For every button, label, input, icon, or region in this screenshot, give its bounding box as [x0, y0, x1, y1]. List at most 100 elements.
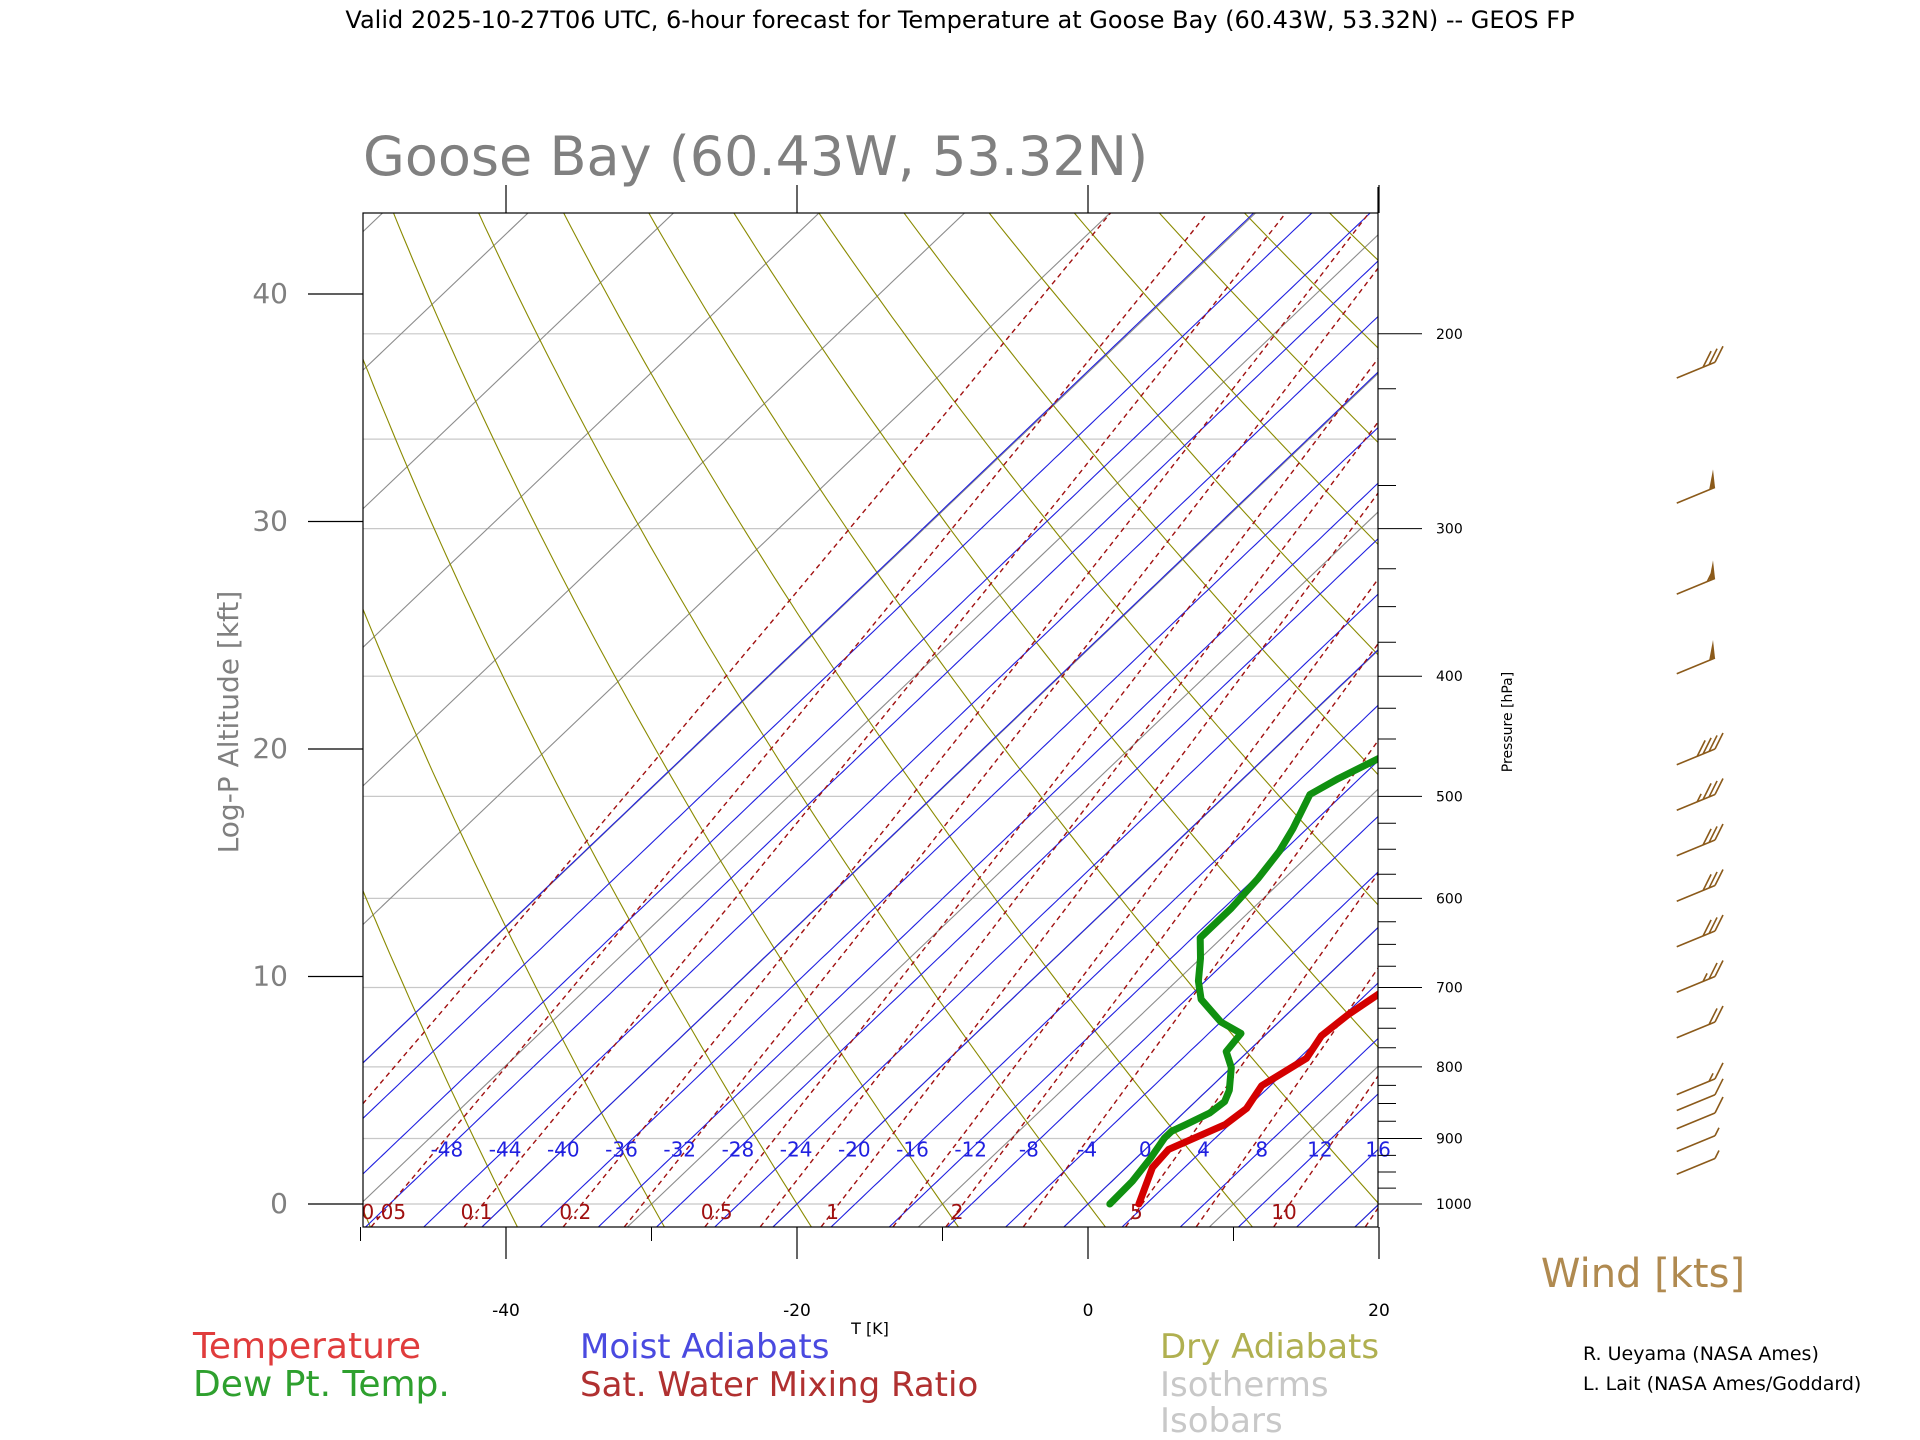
isotherm-line	[363, 213, 820, 649]
isotherm-line	[363, 213, 966, 787]
wind-barb-full	[1714, 778, 1724, 795]
y-tick-label: 30	[252, 505, 288, 538]
dry-adiabat-line	[1812, 192, 1920, 1227]
mixing-ratio-line	[1022, 739, 1378, 1227]
wind-barb	[1676, 823, 1724, 857]
wind-barb-staff	[1676, 975, 1716, 993]
wind-barb	[1676, 1005, 1724, 1039]
isotherm-line	[918, 788, 1378, 1227]
dry-adiabat-line	[733, 213, 1378, 1048]
dry-adiabat-line	[563, 213, 1253, 1227]
wind-barb-half	[1714, 1127, 1720, 1137]
wind-barb-full	[1696, 739, 1706, 757]
wind-barb-half	[1708, 1072, 1714, 1082]
wind-barb-full	[1702, 874, 1712, 891]
wind-barb-full	[1714, 1096, 1724, 1114]
wind-barb-full	[1708, 826, 1718, 843]
moist-adiabat-line	[655, 538, 1378, 1227]
moist-adiabat-line	[713, 593, 1378, 1227]
wind-barb-flag	[1709, 640, 1715, 661]
wind-barb-staff	[1676, 361, 1716, 379]
legend-mixing-ratio: Sat. Water Mixing Ratio	[580, 1365, 978, 1405]
wind-barb-staff	[1676, 930, 1716, 948]
x-tick-label: -40	[492, 1301, 520, 1321]
wind-barb-full	[1714, 1078, 1724, 1096]
moist-adiabat-line	[946, 815, 1378, 1227]
moist-adiabat-line	[888, 760, 1378, 1227]
wind-barb-staff	[1676, 1094, 1716, 1112]
mixing-ratio-label: 0.5	[701, 1200, 733, 1224]
dry-adiabat-line	[1158, 213, 1378, 444]
moist-adiabat-line	[363, 213, 1371, 1175]
wind-barb-staff	[1676, 793, 1716, 811]
pressure-tick-label: 600	[1436, 891, 1463, 907]
legend-isobars: Isobars	[1160, 1401, 1283, 1440]
isotherm-line	[627, 511, 1378, 1227]
wind-barb-full	[1714, 732, 1724, 750]
wind-barb-full	[1702, 737, 1712, 755]
wind-barb-staff	[1676, 1078, 1716, 1096]
pressure-tick-label: 800	[1436, 1060, 1463, 1076]
mixing-ratio-label: 0.2	[559, 1200, 591, 1224]
background-labels: -48 -44 -40 -36 -32 -28 -24 -20 -16 -12 -8 -4 0 4 8 12 1…	[362, 1137, 1391, 1224]
moist-adiabat-line	[1237, 1093, 1378, 1227]
dry-adiabat-line	[1476, 192, 1920, 1227]
wind-barbs	[1676, 345, 1724, 1175]
dry-adiabat-line	[1728, 192, 1920, 1227]
legend-moist-adiabats: Moist Adiabats	[580, 1327, 829, 1367]
isotherm-line	[363, 234, 1378, 1203]
dry-adiabat-line	[363, 607, 665, 1227]
wind-barb-full	[1702, 919, 1712, 937]
dry-adiabat-line	[363, 357, 812, 1227]
chart-title: Goose Bay (60.43W, 53.32N)	[363, 125, 1148, 188]
moist-adiabat-line	[363, 213, 1313, 1120]
wind-barb-staff	[1676, 1157, 1716, 1175]
wind-barb-full	[1714, 914, 1724, 932]
moist-adiabat-label: -24	[780, 1137, 813, 1161]
moist-adiabat-line	[363, 213, 1255, 1064]
wind-barb-half	[1702, 973, 1708, 982]
mixing-ratio-line	[370, 213, 1209, 1227]
dry-adiabat-line	[1392, 192, 1920, 1227]
mixing-ratio-line	[820, 492, 1378, 1227]
credit-ueyama: R. Ueyama (NASA Ames)	[1583, 1343, 1819, 1365]
moist-adiabat-line	[830, 704, 1378, 1227]
dry-adiabat-line	[363, 889, 518, 1227]
moist-adiabat-line	[481, 371, 1378, 1227]
wind-barb-full	[1714, 1062, 1724, 1080]
isotherm-line	[0, 180, 126, 1227]
moist-adiabat-line	[364, 260, 1378, 1227]
mixing-ratio-line	[892, 578, 1378, 1227]
x-tick-label: -20	[783, 1301, 811, 1321]
mixing-ratio-line	[1273, 1074, 1378, 1227]
wind-barb-full	[1708, 735, 1718, 752]
moist-adiabat-line	[1295, 1148, 1378, 1227]
wind-barb-staff	[1676, 657, 1716, 675]
wind-barb	[1676, 1062, 1724, 1096]
dry-adiabat-line	[0, 192, 223, 1227]
isotherm-line	[1646, 180, 1920, 1227]
mixing-ratio-line	[759, 421, 1378, 1227]
isotherm-line	[1209, 1065, 1378, 1227]
moist-adiabat-line	[422, 315, 1378, 1227]
wind-barb-flag	[1709, 560, 1715, 582]
x-tick-label: 20	[1368, 1301, 1390, 1321]
dry-adiabat-line	[1644, 192, 1920, 1227]
legend-isotherms: Isotherms	[1160, 1365, 1329, 1405]
moist-adiabat-line	[1004, 871, 1378, 1227]
moist-adiabat-label: 8	[1255, 1137, 1268, 1161]
moist-adiabat-label: -40	[547, 1137, 580, 1161]
dry-adiabat-line	[1328, 213, 1378, 261]
wind-barb-full	[1702, 828, 1712, 846]
moist-adiabat-label: -20	[838, 1137, 871, 1161]
dewpoint-line	[1106, 754, 1378, 1208]
wind-barb	[1676, 778, 1724, 811]
wind-barb-full	[1714, 869, 1724, 886]
wind-barb-flag	[1709, 469, 1715, 491]
wind-barb-staff	[1676, 1112, 1716, 1130]
wind-barb	[1676, 1127, 1720, 1153]
moist-adiabat-label: -44	[489, 1137, 522, 1161]
wind-barb	[1676, 640, 1716, 675]
pressure-tick-label: 300	[1436, 522, 1463, 538]
wind-barb	[1676, 869, 1724, 902]
